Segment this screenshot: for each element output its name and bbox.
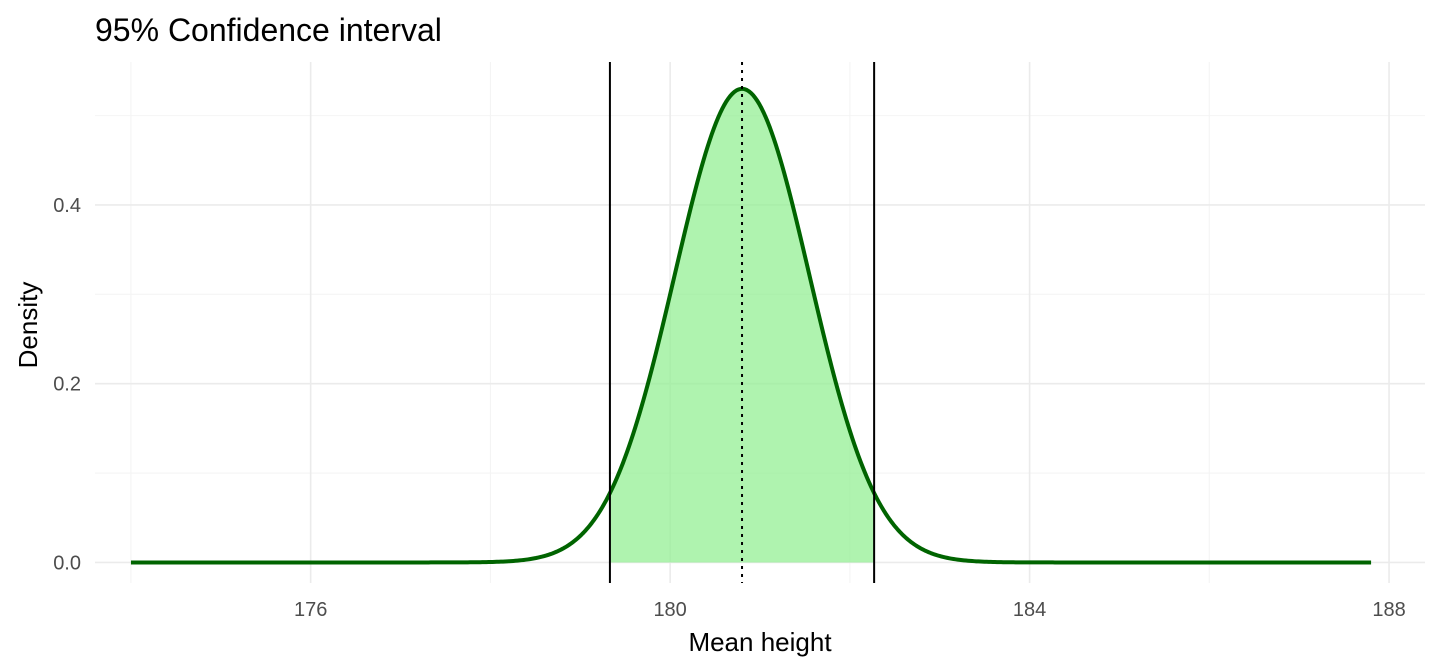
x-tick-label: 176 [294,599,327,621]
y-tick-label: 0.0 [53,552,81,574]
x-tick-labels: 176 180 184 188 [294,599,1406,621]
x-tick-label: 180 [653,599,686,621]
confidence-interval-area [609,88,875,563]
y-tick-label: 0.2 [53,374,81,396]
x-tick-label: 188 [1372,599,1405,621]
y-tick-labels: 0.0 0.2 0.4 [53,195,81,574]
density-curve [130,86,1372,565]
y-axis-label: Density [13,282,43,369]
x-axis-label: Mean height [688,627,832,657]
x-tick-label: 184 [1013,599,1046,621]
chart-title: 95% Confidence interval [95,12,442,48]
y-tick-label: 0.4 [53,195,81,217]
